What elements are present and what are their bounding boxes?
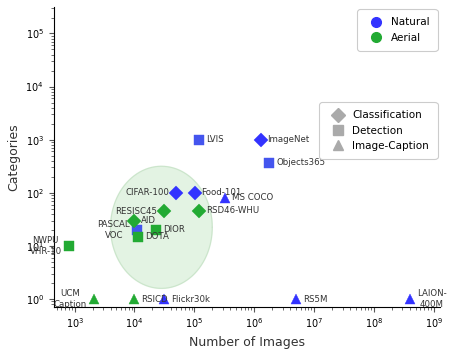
Text: AID: AID bbox=[141, 216, 156, 225]
Text: DIOR: DIOR bbox=[163, 225, 185, 234]
Text: RSD46-WHU: RSD46-WHU bbox=[206, 206, 259, 215]
Text: LVIS: LVIS bbox=[206, 135, 223, 144]
X-axis label: Number of Images: Number of Images bbox=[188, 336, 304, 349]
Text: LAION-
400M: LAION- 400M bbox=[416, 289, 445, 309]
Legend: Classification, Detection, Image-Caption: Classification, Detection, Image-Caption bbox=[322, 105, 434, 156]
Text: Objects365: Objects365 bbox=[276, 158, 325, 167]
Text: RS5M: RS5M bbox=[302, 294, 327, 304]
Polygon shape bbox=[110, 166, 212, 288]
Text: MS COCO: MS COCO bbox=[232, 193, 273, 203]
Text: CIFAR-100: CIFAR-100 bbox=[125, 188, 169, 197]
Text: PASCAL
VOC: PASCAL VOC bbox=[97, 220, 130, 240]
Text: Flickr30k: Flickr30k bbox=[171, 294, 209, 304]
Text: Food-101: Food-101 bbox=[201, 188, 241, 197]
Text: RESISC45: RESISC45 bbox=[115, 207, 157, 216]
Text: ImageNet: ImageNet bbox=[267, 135, 309, 144]
Text: NWPU
VHR-10: NWPU VHR-10 bbox=[30, 236, 62, 256]
Text: DOTA: DOTA bbox=[145, 232, 168, 241]
Text: RSICD: RSICD bbox=[141, 294, 168, 304]
Y-axis label: Categories: Categories bbox=[7, 123, 20, 191]
Text: UCM
Caption: UCM Caption bbox=[54, 289, 87, 309]
